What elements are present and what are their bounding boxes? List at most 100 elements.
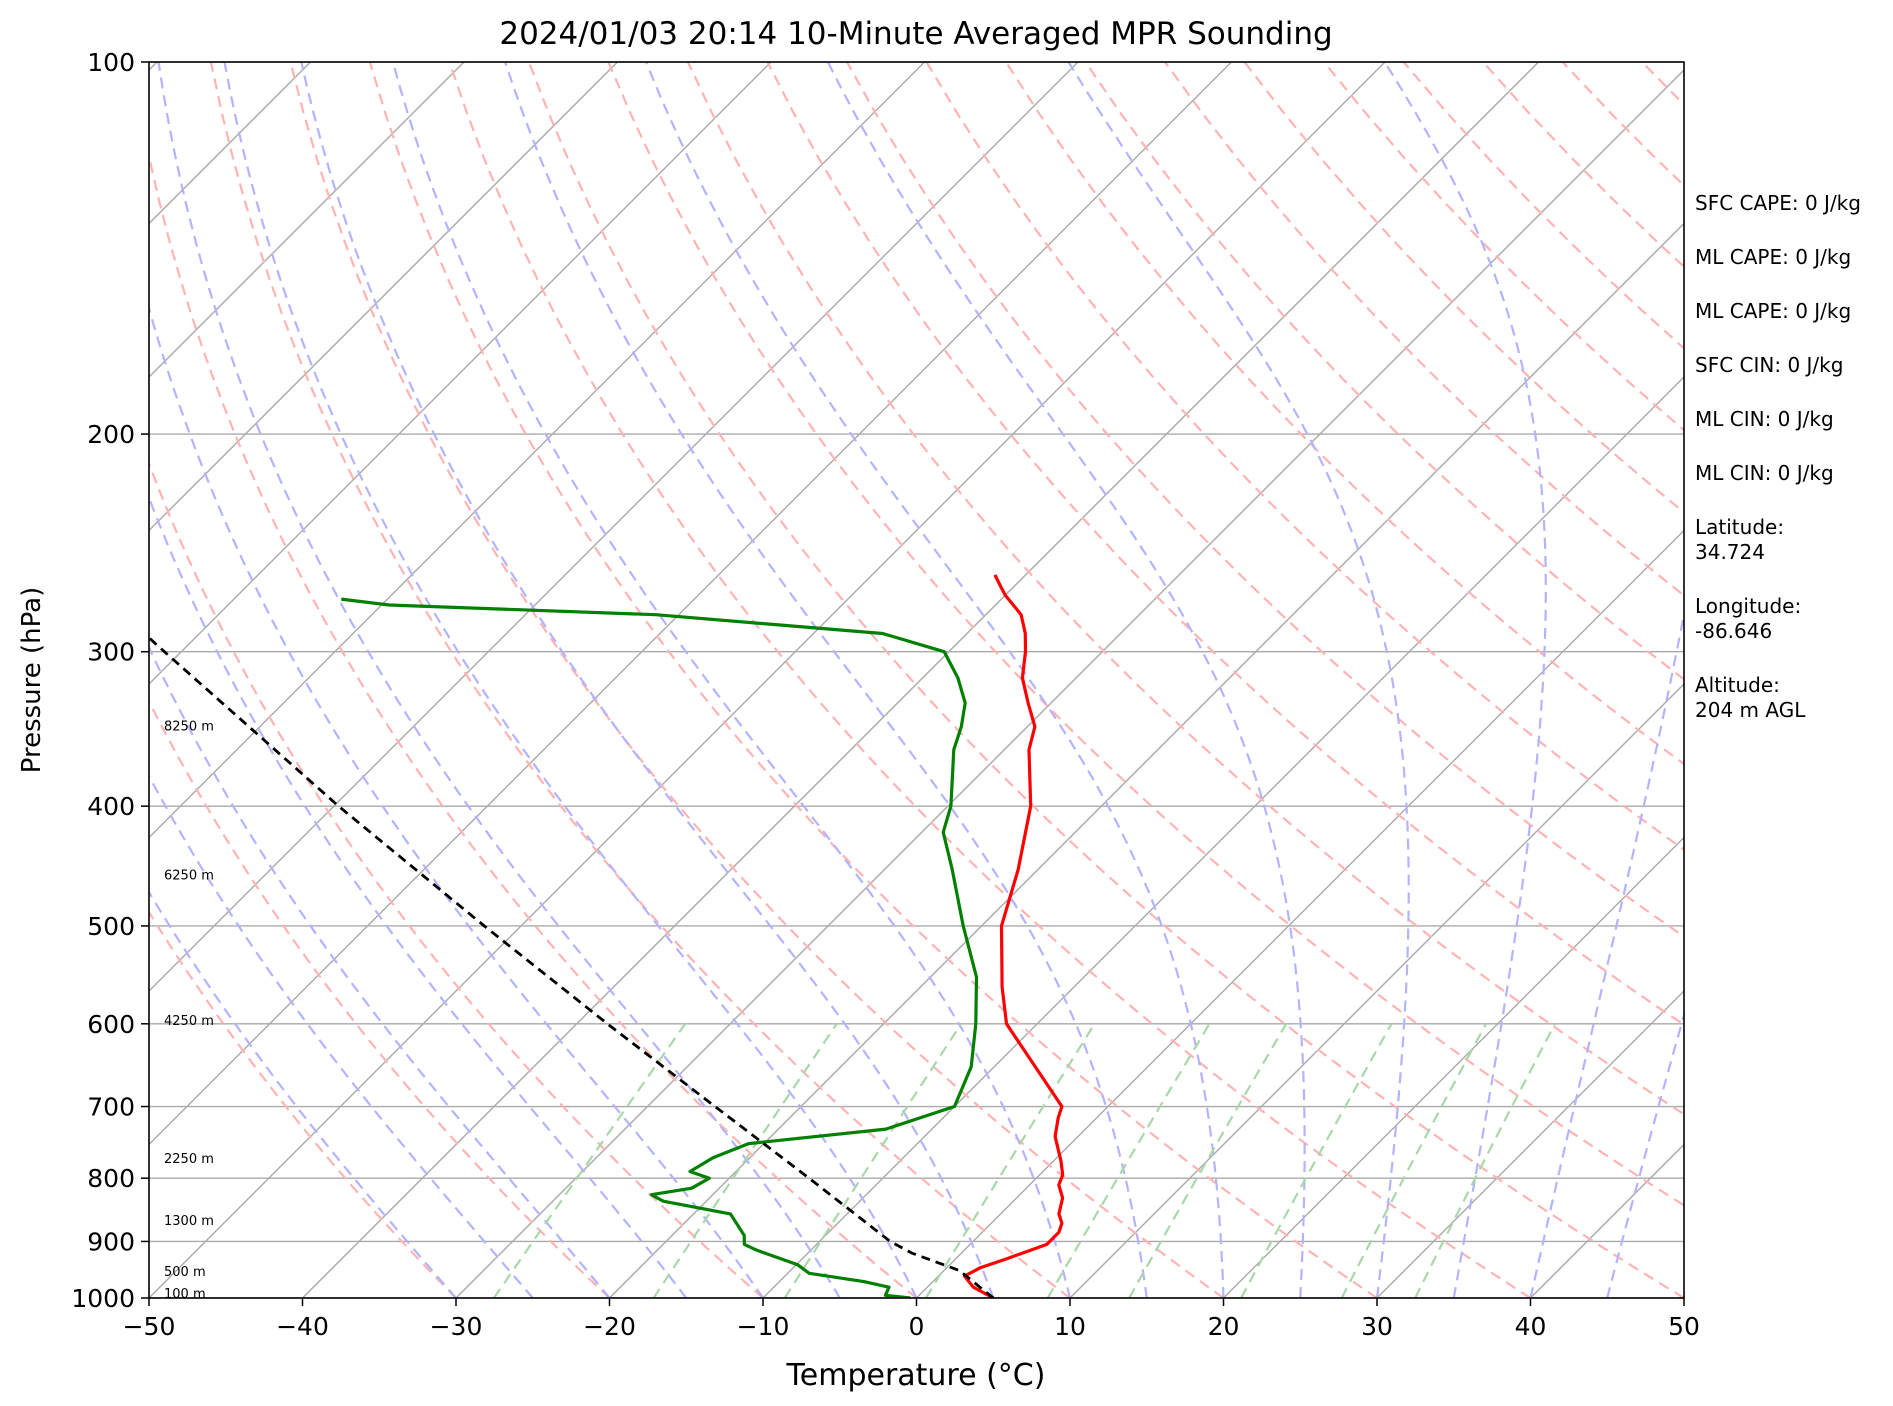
- temperature-profile: [962, 574, 1065, 1298]
- mixing-ratio-line: [1046, 1023, 1211, 1298]
- moist-adiabat: [1529, 608, 1684, 1298]
- dry-adiabat: [1084, 62, 1684, 681]
- dry-adiabat: [209, 62, 1071, 1298]
- isotherm-line: [149, 62, 1079, 992]
- isotherm-line: [762, 376, 1684, 1298]
- isotherm-line: [149, 62, 925, 839]
- dry-adiabat: [149, 150, 918, 1298]
- y-tick-label: 500: [87, 912, 135, 941]
- mixing-ratio-line: [1128, 1023, 1288, 1298]
- isotherm-line: [1223, 836, 1684, 1298]
- y-tick-label: 400: [87, 792, 135, 821]
- plot-frame: [148, 61, 1685, 1299]
- height-label: 8250 m: [164, 720, 214, 735]
- side-text-line: Latitude:: [1695, 515, 1784, 539]
- isotherm-line: [149, 62, 618, 532]
- height-label: 6250 m: [164, 868, 214, 883]
- chart-title: 2024/01/03 20:14 10-Minute Averaged MPR …: [499, 16, 1332, 52]
- x-tick-label: −30: [430, 1312, 483, 1341]
- y-tick-label: 100: [87, 48, 135, 77]
- dry-adiabat: [368, 62, 1378, 1298]
- isotherm-line: [916, 529, 1684, 1298]
- moist-adiabat: [300, 62, 995, 1298]
- isotherm-line: [149, 62, 1232, 1146]
- isotherm-line: [1069, 683, 1684, 1298]
- dry-adiabat: [766, 62, 1684, 1027]
- isotherm-line: [149, 62, 772, 685]
- dewpoint-profile: [341, 597, 979, 1298]
- isotherm-line: [1376, 990, 1684, 1298]
- moist-adiabat: [826, 62, 1306, 1298]
- dry-adiabat: [149, 460, 764, 1298]
- moist-adiabat: [1606, 1011, 1684, 1298]
- x-tick-label: 30: [1361, 1312, 1393, 1341]
- x-tick-label: 40: [1515, 1312, 1547, 1341]
- axes-layer: 8250 m 6250 m 4250 m 2250 m 1300 m 500 m 100 m…: [71, 48, 1700, 1341]
- moist-adiabat: [223, 62, 918, 1298]
- mixing-ratio-line: [924, 1023, 1096, 1298]
- x-tick-label: −20: [583, 1312, 636, 1341]
- side-text-line: SFC CAPE: 0 J/kg: [1695, 191, 1861, 215]
- moist-adiabat: [1383, 62, 1547, 1298]
- side-text-line: ML CAPE: 0 J/kg: [1695, 299, 1851, 323]
- isotherm-line: [302, 62, 1539, 1298]
- mixing-ratio-line: [783, 1023, 963, 1298]
- dry-adiabat: [686, 62, 1684, 1116]
- moist-adiabat: [157, 62, 841, 1298]
- dry-adiabat: [925, 62, 1684, 852]
- x-tick-label: 0: [909, 1312, 925, 1341]
- height-label: 2250 m: [164, 1152, 214, 1167]
- y-tick-label: 800: [87, 1164, 135, 1193]
- parcel-profile: [149, 635, 995, 1298]
- isotherm-line: [149, 62, 1386, 1298]
- moist-adiabat: [504, 62, 1148, 1298]
- dry-adiabat: [149, 910, 457, 1298]
- mixing-ratio-line: [1414, 1023, 1556, 1298]
- y-tick-label: 200: [87, 420, 135, 449]
- x-tick-label: 20: [1208, 1312, 1240, 1341]
- side-text-line: Longitude:: [1695, 594, 1801, 618]
- side-text-line: 204 m AGL: [1695, 698, 1806, 722]
- x-tick-label: 10: [1054, 1312, 1086, 1341]
- dry-adiabat: [448, 62, 1532, 1298]
- mixing-ratio-line: [1240, 1023, 1393, 1298]
- height-label: 4250 m: [164, 1014, 214, 1029]
- y-tick-label: 300: [87, 638, 135, 667]
- mixing-ratio-line: [652, 1023, 838, 1298]
- dry-adiabat: [607, 62, 1684, 1207]
- dry-adiabat: [1881, 62, 1893, 1298]
- y-tick-label: 600: [87, 1010, 135, 1039]
- y-tick-label: 1000: [71, 1284, 135, 1313]
- y-tick-label: 700: [87, 1093, 135, 1122]
- side-text-line: -86.646: [1695, 619, 1772, 643]
- side-text-line: SFC CIN: 0 J/kg: [1695, 353, 1843, 377]
- moist-adiabat: [149, 645, 611, 1298]
- side-text-panel: SFC CAPE: 0 J/kg ML CAPE: 0 J/kg ML CAPE: …: [1695, 191, 1861, 722]
- height-label: 500 m: [164, 1265, 206, 1280]
- dry-adiabat: [1164, 62, 1684, 597]
- x-tick-label: −40: [276, 1312, 329, 1341]
- side-text-line: ML CIN: 0 J/kg: [1695, 407, 1834, 431]
- y-axis-label: Pressure (hPa): [17, 587, 47, 774]
- side-text-line: ML CAPE: 0 J/kg: [1695, 245, 1851, 269]
- side-text-line: ML CIN: 0 J/kg: [1695, 461, 1834, 485]
- mixing-ratio-line: [492, 1023, 687, 1298]
- isotherm-line: [609, 222, 1684, 1298]
- side-text-line: Altitude:: [1695, 673, 1780, 697]
- x-axis-label: Temperature (°C): [786, 1358, 1046, 1393]
- x-tick-label: 50: [1668, 1312, 1700, 1341]
- dry-adiabat: [527, 62, 1684, 1298]
- moist-adiabat: [149, 494, 688, 1298]
- isotherm-line: [455, 69, 1684, 1298]
- background-lines: [149, 62, 1893, 1298]
- height-label: 1300 m: [164, 1214, 214, 1229]
- height-label: 100 m: [164, 1287, 206, 1302]
- moist-adiabat: [645, 62, 1225, 1298]
- moist-adiabat: [391, 62, 1072, 1298]
- x-tick-label: −10: [737, 1312, 790, 1341]
- moist-adiabat: [149, 890, 457, 1298]
- mixing-ratio-line: [1340, 1023, 1487, 1298]
- dry-adiabat: [289, 62, 1225, 1298]
- moist-adiabat: [149, 304, 764, 1298]
